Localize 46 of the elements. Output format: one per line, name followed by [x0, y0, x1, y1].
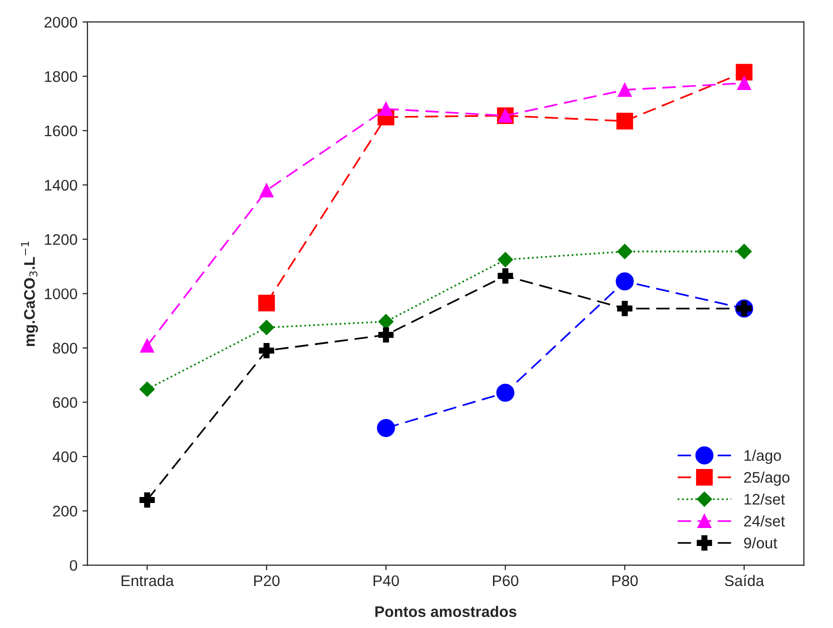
- legend-label: 25/ago: [744, 472, 790, 486]
- x-tick-label: Saída: [724, 574, 764, 586]
- legend-label: 1/ago: [744, 450, 781, 464]
- x-tick-label: P40: [374, 575, 399, 586]
- point: [617, 300, 632, 316]
- point: [140, 338, 154, 353]
- point: [378, 327, 394, 343]
- x-tick-label: P60: [493, 575, 518, 586]
- point: [617, 244, 632, 260]
- legend-label: 9/out: [744, 537, 778, 548]
- point: [616, 112, 634, 130]
- y-tick-label: 1400: [44, 180, 78, 191]
- y-tick-label: 1200: [44, 234, 78, 245]
- point: [258, 294, 275, 312]
- y-tick-label: 2000: [44, 16, 78, 28]
- y-tick-label: 400: [52, 451, 78, 462]
- point: [496, 384, 514, 402]
- point: [736, 64, 752, 81]
- x-axis-title: Pontos amostrados: [375, 606, 516, 618]
- legend-label: 24/set: [744, 515, 785, 527]
- point: [737, 76, 752, 90]
- y-tick-label: 1000: [44, 288, 78, 300]
- x-tick-label: P80: [612, 575, 638, 586]
- point: [376, 419, 395, 438]
- y-tick-label: 1600: [44, 125, 78, 136]
- point: [258, 320, 274, 336]
- point: [378, 314, 394, 330]
- y-tick-label: 800: [52, 342, 78, 354]
- x-tick-label: Entrada: [122, 574, 174, 586]
- point: [616, 272, 634, 290]
- point: [498, 252, 513, 268]
- y-tick-label: 1800: [44, 71, 78, 82]
- point: [260, 183, 274, 198]
- point: [618, 82, 632, 97]
- x-tick-label: P20: [254, 575, 280, 586]
- point: [736, 244, 752, 260]
- y-tick-label: 200: [53, 506, 78, 517]
- y-tick-label: 600: [53, 397, 78, 408]
- y-axis-title: mg.CaCO$_{3}$.L$^{−1}$: [21, 242, 38, 346]
- point: [258, 342, 274, 358]
- y-tick-label: 0: [70, 560, 78, 571]
- point: [140, 492, 155, 508]
- point: [379, 102, 393, 116]
- legend-label: 12/set: [744, 493, 785, 505]
- point: [498, 268, 513, 284]
- point: [140, 382, 155, 397]
